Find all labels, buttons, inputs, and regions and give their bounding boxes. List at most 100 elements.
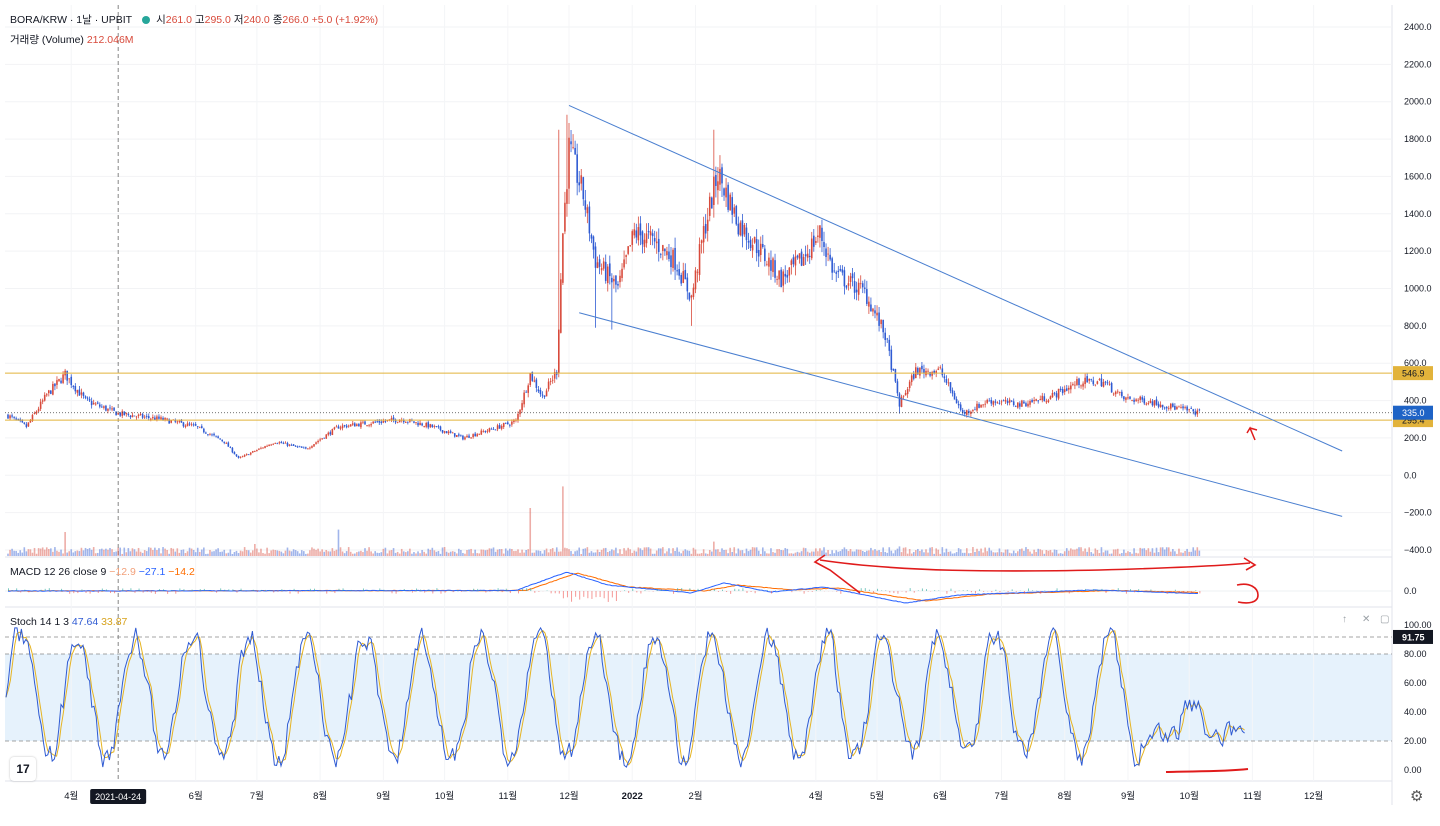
- level-price-label: 546.9: [1402, 369, 1425, 379]
- candle-body: [313, 444, 315, 446]
- volume-bar: [754, 547, 756, 556]
- macd-hist-bar: [673, 591, 674, 594]
- stoch-label[interactable]: Stoch 14 1 3: [10, 616, 69, 628]
- volume-bar: [160, 553, 162, 556]
- macd-hist-bar: [241, 589, 242, 591]
- macd-hist-bar: [1097, 589, 1098, 591]
- candle-body: [962, 410, 964, 413]
- candle-body: [778, 270, 780, 279]
- candle-body: [499, 425, 501, 428]
- macd-hist-bar: [114, 591, 115, 593]
- candle-body: [560, 279, 562, 333]
- macd-hist-bar: [681, 588, 682, 591]
- candle-body: [735, 206, 737, 224]
- volume-bar: [911, 554, 913, 556]
- volume-bar: [399, 554, 401, 556]
- candle-body: [931, 372, 933, 376]
- candle-body: [274, 443, 276, 444]
- candle-body: [1199, 410, 1201, 411]
- pane-maximize-icon[interactable]: ▢: [1380, 614, 1389, 625]
- volume-bar: [656, 551, 658, 556]
- macd-label[interactable]: MACD 12 26 close 9: [10, 566, 106, 578]
- candle-body: [1039, 399, 1041, 400]
- macd-hist-bar: [571, 591, 572, 602]
- macd-hist-bar: [604, 591, 605, 598]
- candle-body: [815, 241, 817, 243]
- candle-body: [793, 257, 795, 264]
- symbol-label[interactable]: BORA/KRW · 1날 · UPBIT: [10, 14, 132, 26]
- macd-hist-bar: [298, 591, 299, 594]
- volume-bar: [166, 550, 168, 556]
- candle-body: [972, 410, 974, 411]
- candle-body: [474, 434, 476, 436]
- macd-hist-bar: [220, 588, 221, 591]
- volume-bar: [107, 550, 109, 556]
- candle-body: [244, 455, 246, 457]
- candle-body: [493, 429, 495, 430]
- macd-hist-bar: [848, 591, 849, 592]
- volume-bar: [1190, 552, 1192, 556]
- volume-bar: [587, 547, 589, 556]
- macd-hist-bar: [1163, 591, 1164, 593]
- volume-bar: [1001, 552, 1003, 556]
- candle-body: [107, 409, 109, 411]
- candle-body: [1148, 403, 1150, 404]
- candle-body: [407, 422, 409, 423]
- macd-hist-bar: [632, 589, 633, 591]
- volume-bar: [1135, 553, 1137, 556]
- volume-bar: [1121, 553, 1123, 556]
- candle-body: [270, 445, 272, 446]
- volume-bar: [309, 550, 311, 556]
- candle-body: [670, 255, 672, 267]
- volume-bar: [523, 553, 525, 556]
- pane-move-up-icon[interactable]: ↑: [1342, 614, 1347, 625]
- volume-bar: [742, 550, 744, 556]
- volume-bar: [495, 552, 497, 556]
- macd-hist-bar: [714, 589, 715, 591]
- candle-body: [731, 197, 733, 215]
- volume-bar: [348, 547, 350, 556]
- macd-hist-bar: [253, 590, 254, 591]
- volume-bar: [468, 550, 470, 556]
- candle-body: [648, 231, 650, 232]
- macd-hist-bar: [1044, 590, 1045, 591]
- candle-body: [381, 422, 383, 423]
- volume-bar: [882, 547, 884, 556]
- candle-body: [297, 446, 299, 447]
- macd-hist-bar: [404, 589, 405, 591]
- candle-body: [397, 422, 399, 423]
- volume-bar: [1194, 550, 1196, 556]
- candle-body: [393, 417, 395, 419]
- volume-bar: [46, 547, 48, 556]
- candle-body: [327, 433, 329, 435]
- candle-body: [878, 313, 880, 326]
- candle-body: [466, 436, 468, 438]
- macd-hist-bar: [86, 591, 87, 593]
- macd-hist-bar: [534, 591, 535, 593]
- volume-bar: [197, 548, 199, 556]
- pane-close-icon[interactable]: ✕: [1362, 614, 1370, 625]
- volume-bar: [897, 549, 899, 556]
- candle-body: [621, 269, 623, 278]
- candle-body: [780, 270, 782, 287]
- candle-body: [295, 446, 297, 447]
- volume-bar: [1172, 549, 1174, 556]
- candle-body: [837, 271, 839, 272]
- volume-bar: [711, 552, 713, 556]
- candle-body: [733, 207, 735, 213]
- volume-bar: [640, 548, 642, 556]
- volume-bar: [825, 553, 827, 556]
- volume-bar: [352, 554, 354, 556]
- volume-label[interactable]: 거래량 (Volume): [10, 34, 84, 46]
- candle-body: [281, 442, 283, 443]
- candle-body: [911, 375, 913, 382]
- settings-gear-icon[interactable]: ⚙: [1410, 787, 1423, 805]
- volume-bar: [254, 544, 256, 556]
- volume-bar: [689, 551, 691, 556]
- tradingview-logo-icon[interactable]: 17: [10, 757, 36, 781]
- candle-body: [603, 261, 605, 268]
- volume-bar: [1084, 548, 1086, 556]
- volume-bar: [215, 549, 217, 556]
